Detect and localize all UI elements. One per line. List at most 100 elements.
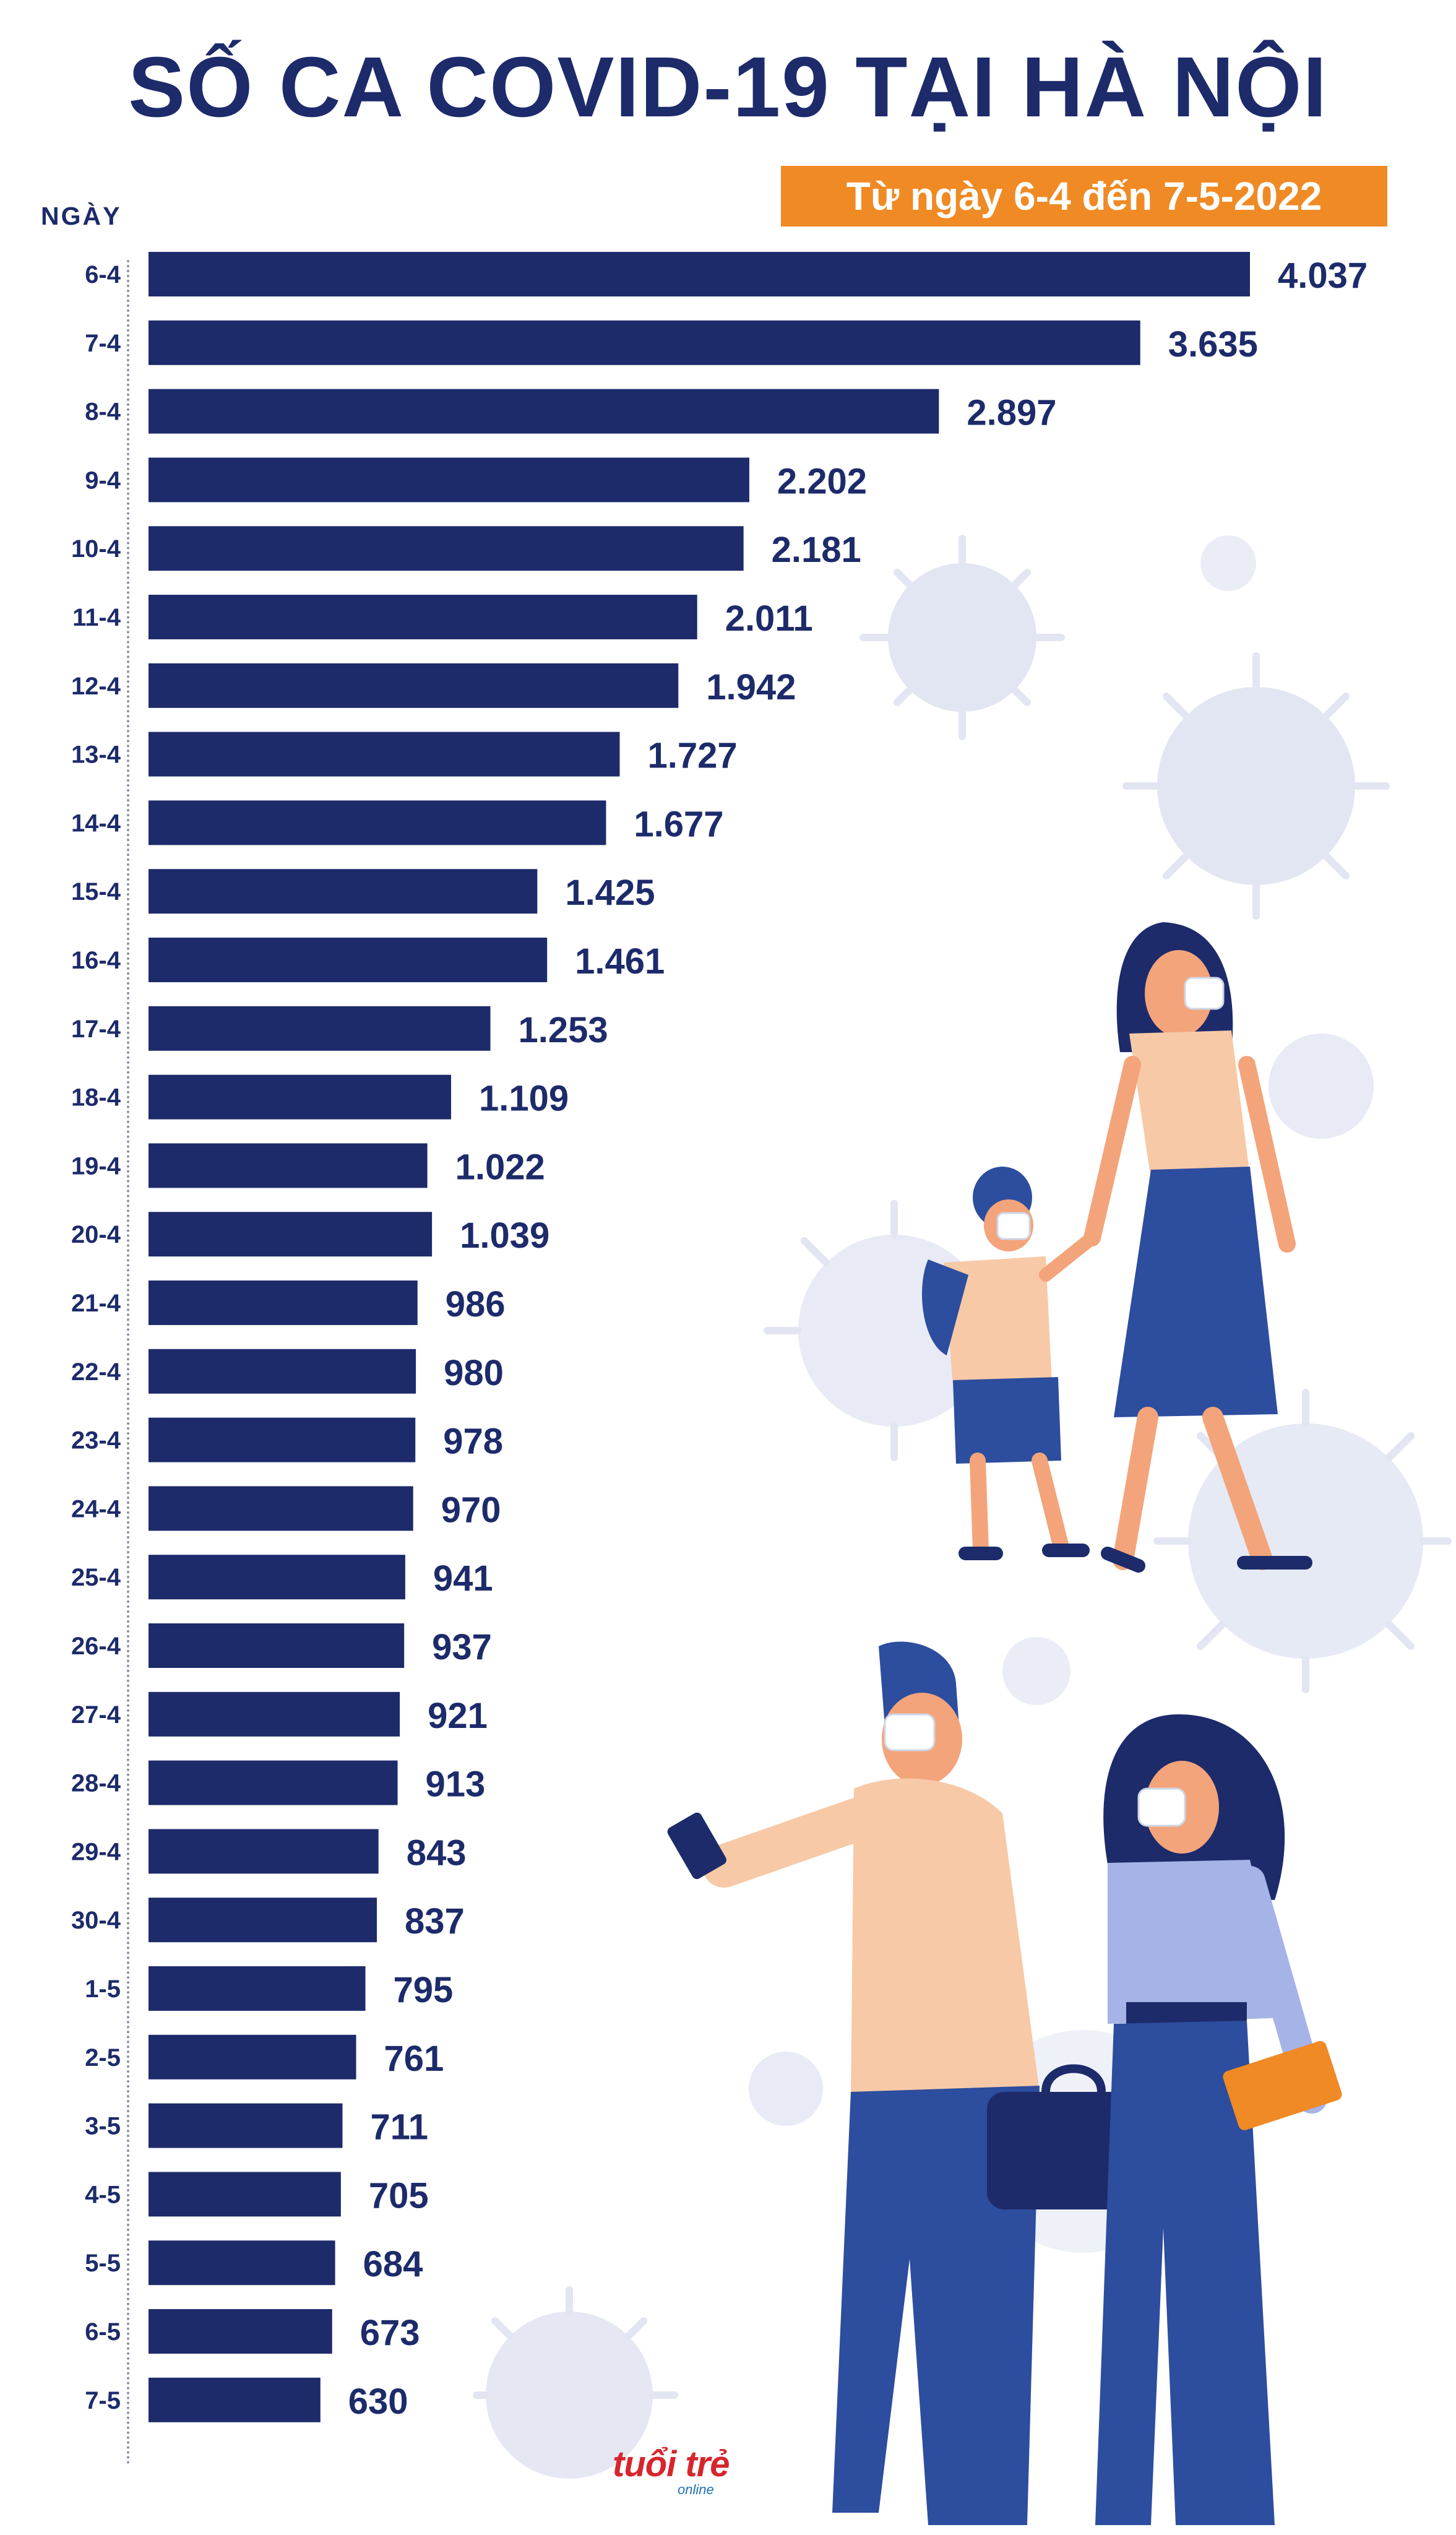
category-label: 26-4 [71,1633,121,1660]
category-label: 13-4 [71,741,121,769]
value-label: 1.727 [647,736,737,776]
value-label: 630 [348,2382,408,2422]
bar [149,457,749,503]
value-label: 986 [446,1284,506,1324]
bar [149,1691,400,1737]
value-label: 3.635 [1168,324,1258,365]
bar [149,1074,451,1120]
bar [149,1760,398,1805]
y-axis-label: NGÀY [41,202,122,230]
category-label: 15-4 [71,878,121,905]
category-label: 25-4 [71,1564,121,1591]
bar [149,526,744,571]
value-label: 1.109 [479,1079,569,1119]
value-label: 705 [369,2175,429,2216]
category-label: 2-5 [85,2044,121,2071]
category-label: 3-5 [85,2113,121,2140]
value-label: 837 [405,1901,465,1941]
bar [149,869,538,914]
value-label: 761 [384,2039,444,2079]
value-label: 795 [394,1970,454,2010]
category-label: 22-4 [71,1358,121,1386]
bar [149,1966,366,2011]
bar [149,1486,413,1531]
value-label: 711 [370,2107,428,2148]
value-label: 2.202 [777,461,867,501]
value-label: 941 [433,1558,493,1599]
y-axis-line [127,260,129,2466]
child-figure [922,1167,1099,1560]
value-label: 980 [444,1353,504,1393]
bar [149,320,1140,365]
category-label: 10-4 [71,535,121,563]
bar [149,663,679,708]
bar [149,2240,335,2286]
category-label: 19-4 [71,1152,121,1180]
bar [149,1349,416,1394]
category-label: 6-4 [85,261,121,288]
bar [149,1006,491,1051]
category-label: 6-5 [85,2318,121,2346]
page-title: SỐ CA COVID-19 TẠI HÀ NỘI [128,40,1328,135]
bar [149,2309,332,2354]
category-label: 24-4 [71,1495,121,1522]
bar [149,1898,377,1943]
brand-logo: tuổi trẻ [613,2444,730,2484]
value-label: 1.039 [460,1216,549,1256]
category-label: 21-4 [71,1290,121,1317]
value-label: 978 [443,1422,503,1462]
bar [149,800,606,845]
value-label: 1.022 [455,1147,545,1187]
value-label: 970 [441,1490,501,1530]
category-label: 29-4 [71,1838,121,1865]
value-label: 843 [407,1833,467,1873]
value-label: 1.425 [565,873,655,913]
bar [149,2103,343,2148]
bar [149,1143,428,1188]
bar [149,252,1250,296]
value-label: 2.181 [772,530,861,570]
category-label: 7-4 [85,330,121,357]
value-label: 2.011 [725,598,813,639]
bar [149,1555,405,1600]
category-label: 30-4 [71,1907,121,1934]
category-label: 27-4 [71,1701,121,1729]
date-range-badge: Từ ngày 6-4 đến 7-5-2022 [781,166,1387,227]
virus-spikes-icon [473,535,1452,2399]
category-label: 14-4 [71,810,121,837]
category-label: 7-5 [85,2387,121,2414]
bar [149,732,620,777]
category-label: 11-4 [72,604,121,631]
bar [149,1623,405,1668]
category-label: 8-4 [85,399,121,426]
value-label: 2.897 [967,393,1056,433]
category-label: 4-5 [85,2181,121,2208]
woman-with-handbag-figure [1095,1714,1342,2525]
category-label: 18-4 [71,1084,121,1112]
category-label: 20-4 [71,1221,121,1248]
value-label: 1.461 [575,941,665,982]
bar [149,2172,341,2217]
bar [149,595,697,639]
bar [149,1417,416,1462]
category-label: 16-4 [71,947,121,974]
value-label: 913 [426,1764,486,1805]
value-label: 673 [360,2313,420,2353]
bar [149,389,939,434]
category-label: 23-4 [71,1427,121,1454]
category-label: 17-4 [71,1016,121,1043]
value-label: 1.677 [634,804,723,844]
value-label: 1.253 [518,1010,608,1050]
value-label: 684 [363,2244,423,2284]
brand-logo-sub: online [678,2482,714,2497]
category-label: 12-4 [71,673,121,700]
category-label: 28-4 [71,1770,121,1797]
value-label: 4.037 [1278,256,1368,296]
bar [149,938,548,982]
category-label: 5-5 [85,2250,121,2277]
value-label: 1.942 [706,667,796,707]
value-label: 937 [432,1627,492,1667]
bar [149,1829,379,1874]
